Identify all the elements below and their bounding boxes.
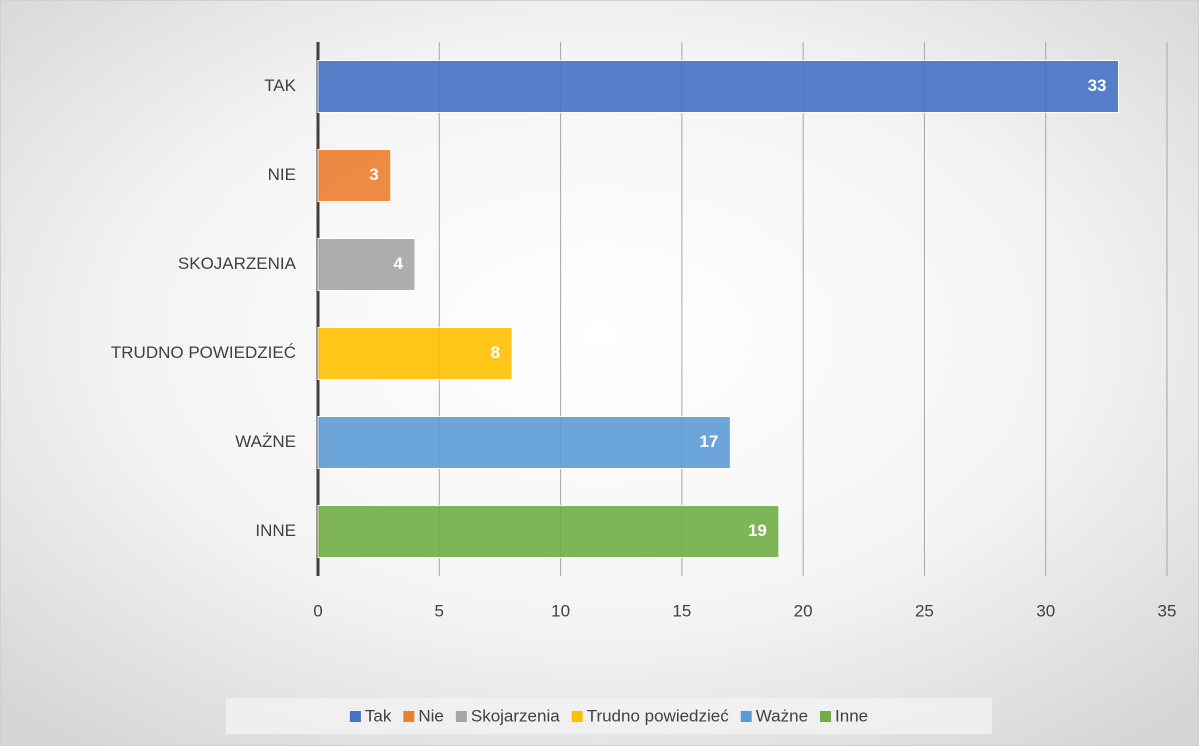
legend-swatch bbox=[740, 711, 752, 722]
legend-label: Tak bbox=[365, 706, 392, 725]
x-tick-label: 35 bbox=[1158, 601, 1177, 620]
legend-swatch bbox=[820, 711, 832, 722]
legend: Tak Nie Skojarzenia Trudno powiedzieć Ważne I… bbox=[349, 706, 868, 725]
value-label: 3 bbox=[369, 165, 378, 184]
value-label: 33 bbox=[1088, 76, 1107, 95]
x-tick-label: 5 bbox=[435, 601, 444, 620]
bar bbox=[317, 60, 1119, 113]
value-label: 19 bbox=[748, 521, 767, 540]
y-tick-label: SKOJARZENIA bbox=[178, 254, 297, 273]
x-tick-label: 30 bbox=[1036, 601, 1055, 620]
y-tick-label: WAŻNE bbox=[235, 432, 296, 451]
value-label: 17 bbox=[699, 432, 718, 451]
legend-label: Nie bbox=[418, 706, 444, 725]
grid: 0 5 10 15 20 25 30 35 TAK NIE SKOJARZENIA TRUDNO PO… bbox=[111, 42, 1177, 620]
legend-swatch bbox=[403, 711, 415, 722]
x-tick-label: 0 bbox=[313, 601, 322, 620]
y-tick-label: INNE bbox=[255, 521, 296, 540]
value-label: 4 bbox=[394, 254, 404, 273]
bar bbox=[317, 416, 731, 469]
bar bbox=[317, 149, 392, 202]
x-tick-label: 15 bbox=[672, 601, 691, 620]
bar bbox=[317, 505, 780, 558]
x-tick-label: 25 bbox=[915, 601, 934, 620]
x-tick-label: 10 bbox=[551, 601, 570, 620]
bar bbox=[317, 238, 416, 291]
legend-label: Inne bbox=[835, 706, 868, 725]
y-tick-label: TAK bbox=[264, 76, 296, 95]
legend-label: Trudno powiedzieć bbox=[587, 706, 730, 725]
legend-label: Ważne bbox=[756, 706, 808, 725]
legend-label: Skojarzenia bbox=[471, 706, 560, 725]
x-tick-label: 20 bbox=[794, 601, 813, 620]
legend-swatch bbox=[349, 711, 361, 722]
value-label: 8 bbox=[491, 343, 500, 362]
legend-swatch bbox=[571, 711, 583, 722]
legend-swatch bbox=[455, 711, 467, 722]
y-tick-label: NIE bbox=[268, 165, 296, 184]
y-tick-label: TRUDNO POWIEDZIEĆ bbox=[111, 343, 296, 362]
bar bbox=[317, 327, 513, 380]
